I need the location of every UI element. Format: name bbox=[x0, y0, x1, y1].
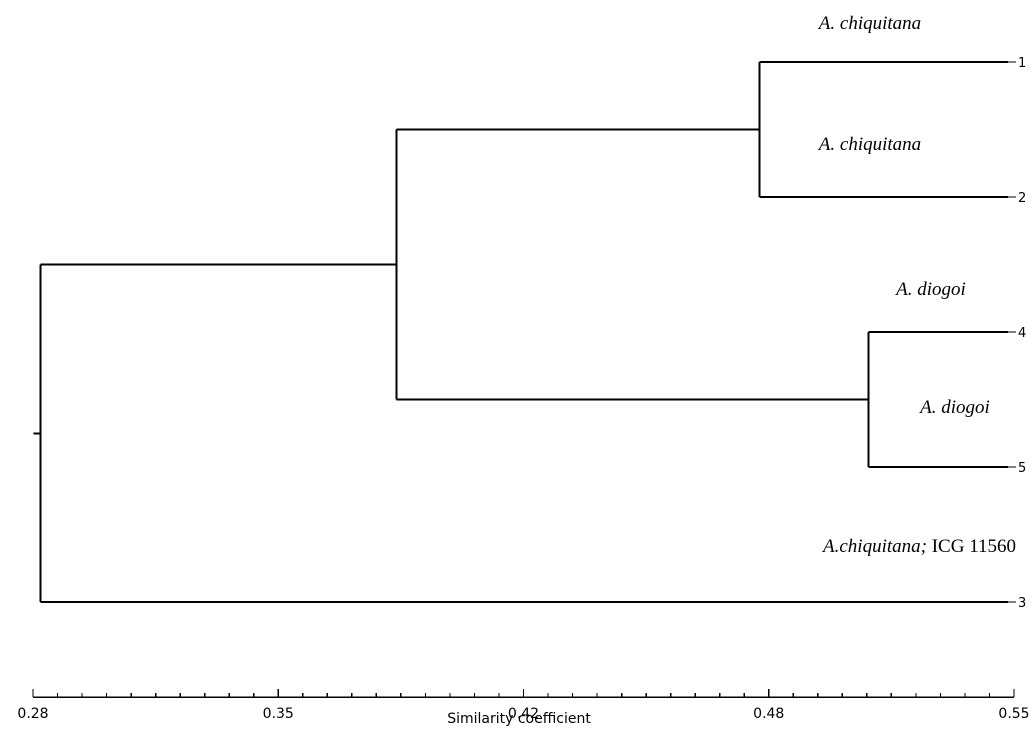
annotation-part-3-0: A.chiquitana; bbox=[821, 536, 927, 557]
x-axis-title: Similarity coefficient bbox=[447, 711, 591, 727]
annotation-leaf-5: A. diogoi bbox=[918, 397, 990, 418]
leaf-labels: 1 2 4 5 3 bbox=[1008, 56, 1026, 611]
annotation-part-1-0: A. chiquitana bbox=[817, 13, 921, 34]
leaf-label-2: 2 bbox=[1018, 191, 1026, 206]
leaf-label-3: 3 bbox=[1018, 596, 1026, 611]
annotation-part-2-0: A. chiquitana bbox=[817, 134, 921, 155]
x-tick-label-3: 0.48 bbox=[753, 706, 784, 722]
x-tick-label-0: 0.28 bbox=[17, 706, 48, 722]
leaf-label-1: 1 bbox=[1018, 56, 1026, 71]
dendrogram-branches bbox=[33, 61, 1008, 603]
x-tick-label-4: 0.55 bbox=[998, 706, 1029, 722]
annotation-part-4-0: A. diogoi bbox=[894, 279, 966, 300]
x-axis: 0.28 0.35 0.42 0.48 0.55 bbox=[17, 689, 1030, 722]
annotation-leaf-2: A. chiquitana bbox=[817, 134, 921, 155]
annotation-leaf-4: A. diogoi bbox=[894, 279, 966, 300]
leaf-label-5: 5 bbox=[1018, 461, 1026, 476]
annotation-leaf-1: A. chiquitana bbox=[817, 13, 921, 34]
x-tick-label-2: 0.42 bbox=[508, 706, 539, 722]
x-tick-label-1: 0.35 bbox=[263, 706, 294, 722]
annotation-leaf-3: A.chiquitana; ICG 11560 bbox=[821, 536, 1016, 557]
species-annotations: A. chiquitana A. chiquitana A. diogoi A. di… bbox=[817, 13, 1016, 557]
annotation-part-3-1: ICG 11560 bbox=[927, 536, 1016, 557]
annotation-part-5-0: A. diogoi bbox=[918, 397, 990, 418]
leaf-label-4: 4 bbox=[1018, 326, 1026, 341]
